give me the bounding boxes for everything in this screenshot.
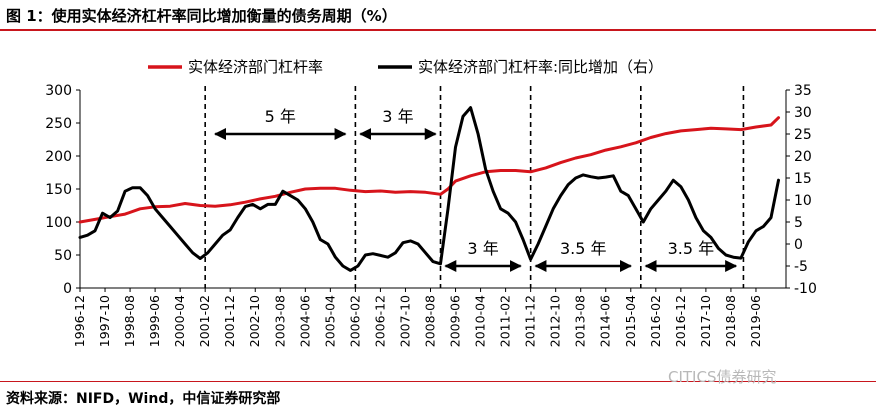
cycle-label: 3 年: [382, 107, 413, 126]
legend-label-leverage: 实体经济部门杠杆率: [188, 58, 323, 76]
watermark: CITICS债券研究: [668, 368, 777, 386]
x-tick-label: 2002-10: [247, 295, 262, 347]
x-tick-label: 2001-12: [222, 295, 237, 347]
right-y-tick-label: 25: [794, 127, 812, 143]
x-tick-label: 2003-08: [272, 295, 287, 347]
left-y-tick-label: 200: [45, 149, 72, 165]
right-y-tick-label: 35: [794, 83, 812, 99]
x-tick-label: 1998-08: [122, 295, 137, 347]
axis-frame: [79, 90, 787, 289]
right-y-tick-label: -5: [794, 259, 808, 275]
right-y-axis: -10 -5 0 5 10 15 20 25 30 35: [786, 83, 817, 297]
x-tick-label: 2019-06: [748, 295, 763, 347]
right-y-tick-label: 10: [794, 193, 812, 209]
left-y-tick-label: 50: [54, 248, 72, 264]
left-y-tick-label: 150: [45, 182, 72, 198]
title-rule: [0, 29, 876, 31]
cycle-label: 3 年: [467, 239, 498, 258]
leverage-ratio-line: [78, 116, 780, 224]
x-tick-label: 2005-04: [322, 295, 337, 347]
x-tick-label: 2014-06: [598, 295, 613, 347]
cycle-label: 5 年: [265, 107, 296, 126]
x-tick-label: 1996-12: [72, 295, 87, 347]
leverage-chart: 0 50 100 150 200 250 300 -10 -5 0 5 10 15 20 25 30 35 1…: [45, 58, 817, 347]
x-tick-label: 2006-12: [372, 295, 387, 347]
legend: 实体经济部门杠杆率 实体经济部门杠杆率:同比增加（右）: [148, 58, 663, 76]
x-tick-label: 2006-02: [347, 295, 362, 347]
x-tick-label: 2012-10: [548, 295, 563, 347]
figure-title: 图 1：使用实体经济杠杆率同比增加衡量的债务周期（%）: [6, 7, 397, 25]
left-y-tick-label: 250: [45, 116, 72, 132]
right-y-tick-label: 20: [794, 149, 812, 165]
x-tick-label: 2010-04: [473, 295, 488, 347]
x-tick-label: 1997-10: [97, 295, 112, 347]
legend-label-yoy: 实体经济部门杠杆率:同比增加（右）: [418, 58, 663, 76]
source-rule: [0, 381, 876, 382]
right-y-tick-label: -10: [794, 281, 817, 297]
series-lines: [78, 106, 780, 272]
x-tick-label: 2007-10: [397, 295, 412, 347]
left-y-tick-label: 0: [63, 281, 72, 297]
x-tick-label: 2004-06: [297, 295, 312, 347]
x-tick-label: 2009-06: [448, 295, 463, 347]
x-tick-label: 2017-10: [698, 295, 713, 347]
right-y-tick-label: 0: [794, 237, 803, 253]
right-y-tick-label: 15: [794, 171, 812, 187]
cycle-label: 3.5 年: [668, 239, 715, 258]
x-tick-label: 2013-08: [573, 295, 588, 347]
leverage-yoy-change-line: [78, 106, 780, 272]
x-tick-label: 2011-02: [498, 295, 513, 347]
left-y-tick-label: 100: [45, 215, 72, 231]
dashed-cycle-lines: [204, 86, 745, 288]
right-y-tick-label: 5: [794, 215, 803, 231]
right-y-tick-label: 30: [794, 105, 812, 121]
x-tick-label: 2011-12: [523, 295, 538, 347]
source-note: 资料来源：NIFD，Wind，中信证券研究部: [6, 391, 281, 407]
left-y-tick-label: 300: [45, 83, 72, 99]
x-tick-label: 2015-04: [623, 295, 638, 347]
x-axis: 1996-12 1997-10 1998-08 1999-06 2000-04 2001-…: [72, 288, 763, 347]
left-y-axis: 0 50 100 150 200 250 300: [45, 83, 80, 297]
x-tick-label: 2008-08: [422, 295, 437, 347]
cycle-label: 3.5 年: [560, 239, 607, 258]
x-tick-label: 2001-02: [197, 295, 212, 347]
x-tick-label: 1999-06: [147, 295, 162, 347]
cycle-annotations: 5 年 3 年 3 年 3.5 年 3.5 年: [213, 107, 738, 272]
x-tick-label: 2016-12: [673, 295, 688, 347]
x-tick-label: 2016-02: [648, 295, 663, 347]
x-tick-label: 2018-08: [723, 295, 738, 347]
x-tick-label: 2000-04: [172, 295, 187, 347]
